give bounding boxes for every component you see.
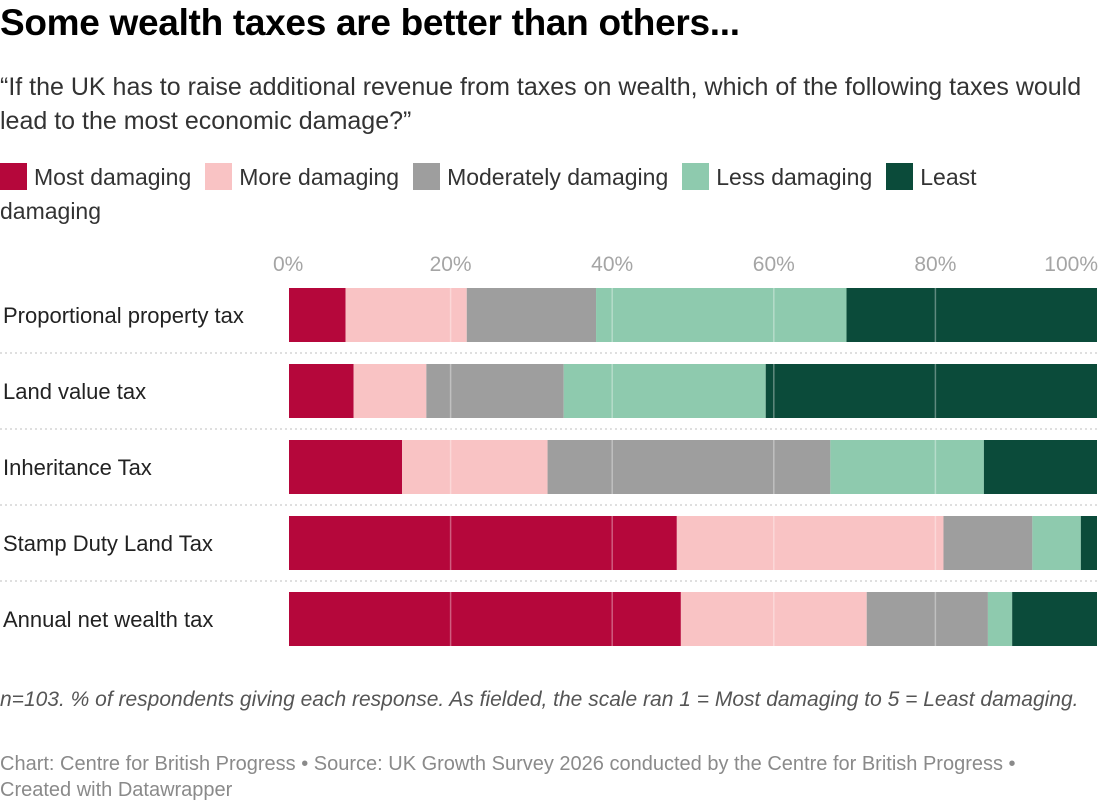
stacked-bar-chart: 0% 20% 40% 60% 80% 100% Proportional property … [0, 253, 1098, 646]
legend-swatch [0, 163, 27, 190]
bar-segment [1080, 516, 1097, 570]
bar-segment [765, 364, 1097, 418]
legend-label: More damaging [239, 164, 400, 190]
legend-label: Less damaging [716, 164, 873, 190]
category-label: Inheritance Tax [3, 455, 152, 480]
legend-label: Most damaging [34, 164, 192, 190]
x-tick-label: 60% [753, 253, 795, 276]
chart-note: n=103. % of respondents giving each resp… [0, 688, 1079, 711]
bar-segment [676, 516, 944, 570]
bar-segment [402, 440, 548, 494]
legend-item: Less damaging [682, 163, 873, 190]
x-tick-label: 20% [430, 253, 472, 276]
bar-segment [547, 440, 831, 494]
bar-segment [289, 364, 354, 418]
bar-segment [289, 288, 346, 342]
bar-segment [426, 364, 564, 418]
bar-segment [466, 288, 597, 342]
bar-segment [1032, 516, 1081, 570]
bar-segment [345, 288, 467, 342]
category-label: Annual net wealth tax [3, 607, 213, 632]
bar-segment [987, 592, 1013, 646]
category-label: Stamp Duty Land Tax [3, 531, 213, 556]
bar-segment [680, 592, 867, 646]
legend-swatch [413, 163, 441, 190]
bar-segment [289, 592, 681, 646]
legend-item: More damaging [205, 163, 400, 190]
bar-segment [563, 364, 766, 418]
legend-swatch [682, 163, 710, 190]
bar-segment [943, 516, 1033, 570]
x-tick-label: 40% [591, 253, 633, 276]
bar-segment [596, 288, 847, 342]
chart-source: Chart: Centre for British Progress • Sou… [0, 753, 1016, 801]
x-tick-label: 100% [1044, 253, 1098, 276]
legend-item: Least damaging [0, 163, 977, 224]
bar-segment [289, 516, 677, 570]
category-label: Proportional property tax [3, 303, 244, 328]
bar-segment [289, 440, 403, 494]
legend-label: Moderately damaging [447, 164, 669, 190]
bar-segment [983, 440, 1097, 494]
legend-swatch [886, 163, 914, 190]
bar-segment [866, 592, 988, 646]
bar-segment [353, 364, 427, 418]
x-tick-label: 80% [914, 253, 956, 276]
chart-subtitle: “If the UK has to raise additional reven… [0, 73, 1082, 135]
legend-label: Least damaging [0, 164, 977, 224]
legend-item: Most damaging [0, 163, 192, 190]
bar-segment [1012, 592, 1097, 646]
bar-segment [846, 288, 1097, 342]
legend-swatch [205, 163, 233, 190]
bar-segment [830, 440, 984, 494]
x-tick-label: 0% [273, 253, 303, 276]
legend-item: Moderately damaging [413, 163, 669, 190]
category-label: Land value tax [3, 379, 146, 404]
chart-title: Some wealth taxes are better than others… [0, 2, 740, 43]
legend: Most damaging More damaging Moderately dam… [0, 160, 1080, 228]
